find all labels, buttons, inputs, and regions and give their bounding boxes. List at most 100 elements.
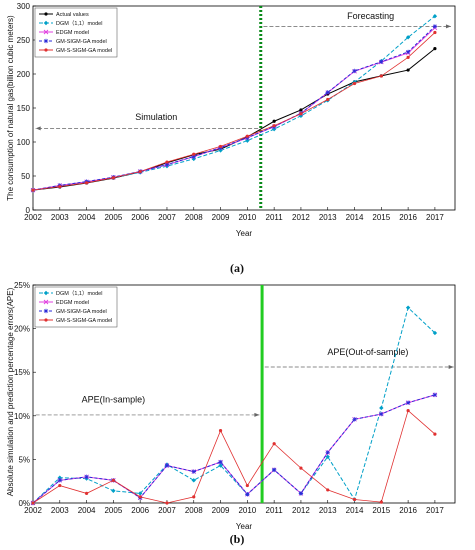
panel-a-series-line-gm_s_sigm_ga bbox=[32, 32, 436, 191]
panel-b-y-tick-label: 0% bbox=[18, 499, 30, 508]
panel-b-x-tick-label: 2016 bbox=[399, 506, 417, 515]
panel-a-series-point-gm_s_sigm_ga bbox=[192, 152, 196, 156]
panel-b-x-tick-label: 2002 bbox=[24, 506, 42, 515]
panel-b-x-tick-label: 2012 bbox=[292, 506, 310, 515]
panel-a-series-point-gm_sigm_ga bbox=[405, 49, 411, 55]
panel-b-x-tick-label: 2010 bbox=[238, 506, 256, 515]
panel-b-caption: (b) bbox=[230, 532, 245, 546]
panel-a-series-point-dgm bbox=[432, 14, 438, 19]
panel-a-legend-marker bbox=[43, 38, 49, 44]
panel-a: The consumption of natural gas(billion c… bbox=[6, 2, 456, 275]
panel-a-ticks: 2002 2003 2004 2005 2006 2007 2008 2009 2010 2011… bbox=[17, 2, 445, 222]
panel-b-x-tick-label: 2017 bbox=[426, 506, 444, 515]
panel-a-x-tick-label: 2002 bbox=[24, 213, 42, 222]
panel-b-series-point-gm_sigm_ga bbox=[352, 417, 357, 422]
panel-b-series-point-gm_s_sigm_ga bbox=[245, 483, 249, 488]
panel-a-x-tick-label: 2015 bbox=[372, 213, 390, 222]
panel-a-x-tick-label: 2016 bbox=[399, 213, 417, 222]
panel-b-x-tick-label: 2006 bbox=[131, 506, 149, 515]
panel-b-legend-label: DGM（1,1）model bbox=[56, 290, 102, 297]
panel-b-x-tick-label: 2013 bbox=[319, 506, 337, 515]
panel-b-series-point-gm_sigm_ga bbox=[432, 392, 438, 398]
panel-a-series-point-gm_sigm_ga bbox=[164, 162, 170, 167]
panel-b-series-point-gm_sigm_ga bbox=[57, 478, 62, 483]
panel-a-series-point-gm_s_sigm_ga bbox=[245, 134, 249, 138]
panel-a-series-point-gm_s_sigm_ga bbox=[379, 74, 383, 78]
panel-a-legend-label: GM-SIGM-GA model bbox=[56, 39, 107, 45]
panel-b-plot-frame bbox=[32, 284, 456, 504]
panel-b-annotations: APE(In-sample) APE(Out-of-sample) bbox=[35, 347, 454, 417]
panel-a-legend: Actual values DGM（1,1）model EDGM model GM-S… bbox=[34, 7, 118, 58]
panel-a-series-point-gm_s_sigm_ga bbox=[433, 30, 437, 35]
panel-a-x-tick-label: 2013 bbox=[319, 213, 337, 222]
panel-a-series-point-gm_s_sigm_ga bbox=[84, 181, 89, 185]
panel-a-series-point-gm_s_sigm_ga bbox=[299, 112, 303, 116]
panel-a-legend-marker bbox=[44, 12, 48, 16]
panel-b-series-point-dgm bbox=[432, 330, 438, 336]
panel-a-annotation-arrowhead bbox=[35, 126, 41, 131]
panel-a-series-point-actual bbox=[406, 68, 410, 72]
panel-b-annotation-label: APE(Out-of-sample) bbox=[327, 347, 408, 357]
panel-a-legend-marker bbox=[44, 48, 48, 52]
panel-a-y-tick-label: 0 bbox=[26, 206, 31, 215]
panel-b-x-tick-label: 2014 bbox=[346, 506, 364, 515]
panel-b-legend-marker bbox=[43, 290, 49, 296]
panel-a-y-tick-label: 300 bbox=[17, 2, 31, 11]
panel-b: Absolute simulation and prediction perce… bbox=[6, 281, 456, 546]
panel-a-series-point-gm_s_sigm_ga bbox=[352, 81, 357, 86]
panel-a-caption: (a) bbox=[230, 261, 244, 275]
panel-a-series-point-dgm bbox=[405, 35, 411, 40]
panel-a-x-tick-label: 2012 bbox=[292, 213, 310, 222]
panel-a-series-point-gm_sigm_ga bbox=[325, 90, 330, 95]
panel-b-series-point-dgm bbox=[325, 454, 330, 459]
panel-a-x-tick-label: 2008 bbox=[185, 213, 203, 222]
panel-a-annotations: Simulation Forecasting bbox=[35, 11, 451, 131]
panel-b-series-point-gm_s_sigm_ga bbox=[433, 432, 437, 436]
panel-b-series-point-gm_sigm_ga bbox=[218, 459, 223, 465]
panel-b-series-point-gm_sigm_ga bbox=[191, 469, 196, 474]
panel-b-x-tick-label: 2004 bbox=[78, 506, 96, 515]
panel-a-series-point-actual bbox=[299, 108, 303, 112]
panel-a-x-tick-label: 2010 bbox=[238, 213, 256, 222]
panel-a-legend-label: EDGM model bbox=[56, 30, 89, 36]
panel-b-legend-label: GM-S-SIGM-GA model bbox=[56, 318, 112, 324]
panel-a-x-tick-label: 2011 bbox=[266, 213, 284, 222]
panel-b-x-tick-label: 2008 bbox=[185, 506, 203, 515]
panel-a-y-tick-label: 200 bbox=[17, 70, 31, 79]
panel-b-series-point-gm_sigm_ga bbox=[405, 400, 411, 405]
panel-b-x-axis-label: Year bbox=[236, 522, 253, 531]
panel-b-x-tick-label: 2011 bbox=[266, 506, 284, 515]
panel-a-series-point-gm_s_sigm_ga bbox=[58, 184, 62, 189]
panel-b-y-axis-label: Absolute simulation and prediction perce… bbox=[6, 287, 15, 496]
panel-a-series-point-gm_s_sigm_ga bbox=[111, 176, 115, 180]
panel-b-x-tick-label: 2015 bbox=[372, 506, 390, 515]
panel-a-legend-label: GM-S-SIGM-GA model bbox=[56, 48, 112, 54]
panel-b-y-tick-label: 25% bbox=[14, 281, 30, 290]
panel-a-series bbox=[30, 14, 438, 193]
panel-b-series-point-dgm bbox=[218, 463, 223, 468]
panel-a-x-tick-label: 2003 bbox=[51, 213, 69, 222]
panel-b-series-point-gm_sigm_ga bbox=[164, 463, 170, 468]
panel-a-annotation-label: Forecasting bbox=[347, 11, 394, 21]
panel-a-annotation-arrowhead bbox=[445, 24, 451, 29]
panel-b-series-line-dgm bbox=[32, 306, 436, 504]
panel-a-series-line-actual bbox=[32, 48, 436, 191]
panel-a-y-tick-label: 150 bbox=[17, 104, 31, 113]
panel-a-x-tick-label: 2006 bbox=[131, 213, 149, 222]
panel-a-series-point-gm_s_sigm_ga bbox=[272, 124, 276, 128]
panel-a-series-point-gm_sigm_ga bbox=[379, 59, 384, 64]
panel-b-legend-marker bbox=[43, 308, 49, 314]
panel-a-series-point-gm_sigm_ga bbox=[352, 68, 357, 74]
panel-b-series-point-gm_s_sigm_ga bbox=[352, 497, 357, 502]
panel-a-series-line-gm_sigm_ga bbox=[32, 26, 436, 191]
panel-a-series-point-gm_s_sigm_ga bbox=[326, 97, 330, 102]
panel-b-y-tick-label: 20% bbox=[14, 325, 30, 334]
panel-a-x-tick-label: 2009 bbox=[212, 213, 230, 222]
panel-b-y-tick-label: 5% bbox=[18, 455, 30, 464]
panel-a-y-tick-label: 50 bbox=[21, 172, 30, 181]
panel-b-legend-label: GM-SIGM-GA model bbox=[56, 309, 107, 315]
panel-a-series-point-actual bbox=[272, 119, 276, 123]
panel-a-legend-marker bbox=[43, 20, 49, 26]
panel-a-series-point-gm_sigm_ga bbox=[191, 154, 196, 159]
